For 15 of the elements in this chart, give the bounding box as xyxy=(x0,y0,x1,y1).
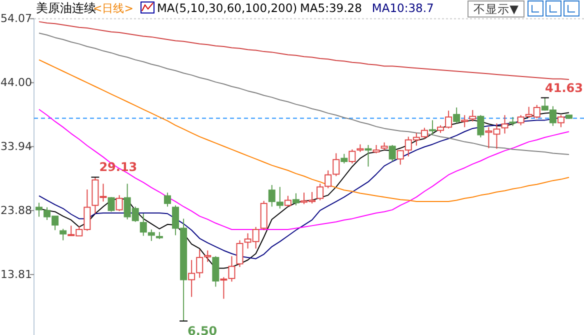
control-dropdown: 不显示▼ xyxy=(468,0,524,18)
y-tick-label: 23.88 xyxy=(0,204,32,218)
y-tick-label: 54.07 xyxy=(0,12,32,26)
text: MA10:38.7 xyxy=(372,1,434,15)
candlestick xyxy=(188,260,196,298)
chart-title: 美原油连续 xyxy=(36,1,96,15)
y-tick-label: 13.81 xyxy=(0,268,32,282)
annotation: 6.50 xyxy=(188,324,218,335)
y-tick-label: 33.94 xyxy=(0,140,32,154)
text: MA5:39.28 xyxy=(300,1,362,15)
line-series xyxy=(38,21,570,80)
text: MA(5,10,30,60,100,200) xyxy=(157,1,298,15)
annotation: 41.63 xyxy=(545,80,583,95)
y-tick-label: 44.00 xyxy=(0,76,32,90)
candlestick xyxy=(364,144,372,168)
